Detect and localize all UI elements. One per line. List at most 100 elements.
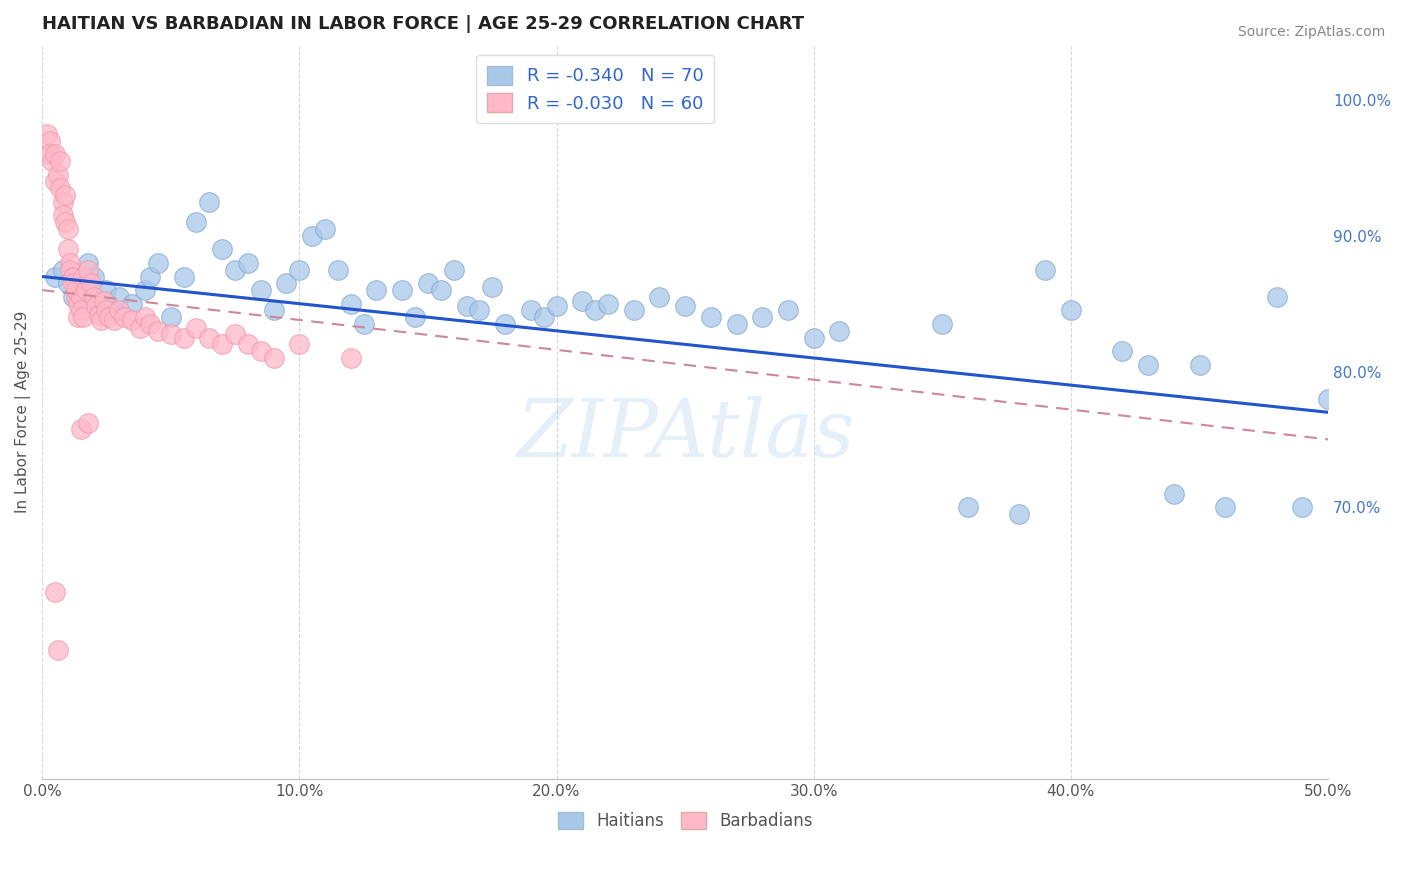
- Point: [173, 330, 195, 344]
- Point: [391, 283, 413, 297]
- Text: Source: ZipAtlas.com: Source: ZipAtlas.com: [1237, 25, 1385, 39]
- Point: [53, 188, 76, 202]
- Point: [108, 290, 131, 304]
- Point: [87, 296, 110, 310]
- Point: [211, 243, 233, 257]
- Point: [571, 293, 593, 308]
- Point: [77, 262, 100, 277]
- Point: [146, 256, 169, 270]
- Point: [139, 317, 162, 331]
- Point: [159, 326, 181, 341]
- Point: [80, 277, 103, 291]
- Point: [456, 299, 478, 313]
- Point: [67, 310, 90, 325]
- Point: [44, 269, 66, 284]
- Point: [1213, 500, 1236, 515]
- Point: [62, 290, 84, 304]
- Point: [46, 168, 69, 182]
- Point: [72, 269, 94, 284]
- Point: [673, 299, 696, 313]
- Point: [1008, 507, 1031, 521]
- Point: [90, 313, 112, 327]
- Point: [59, 256, 82, 270]
- Point: [93, 293, 115, 308]
- Point: [198, 330, 221, 344]
- Point: [276, 277, 298, 291]
- Y-axis label: In Labor Force | Age 25-29: In Labor Force | Age 25-29: [15, 311, 31, 514]
- Point: [533, 310, 555, 325]
- Point: [159, 310, 181, 325]
- Point: [139, 269, 162, 284]
- Point: [288, 262, 311, 277]
- Point: [53, 215, 76, 229]
- Point: [1317, 392, 1340, 406]
- Point: [1137, 358, 1160, 372]
- Point: [931, 317, 953, 331]
- Point: [77, 256, 100, 270]
- Point: [249, 283, 271, 297]
- Point: [623, 303, 645, 318]
- Point: [700, 310, 723, 325]
- Point: [69, 290, 91, 304]
- Point: [596, 296, 619, 310]
- Point: [776, 303, 799, 318]
- Point: [468, 303, 491, 318]
- Point: [65, 290, 87, 304]
- Point: [173, 269, 195, 284]
- Point: [288, 337, 311, 351]
- Point: [725, 317, 748, 331]
- Text: ZIPAtlas: ZIPAtlas: [516, 395, 855, 473]
- Point: [49, 154, 72, 169]
- Point: [83, 290, 105, 304]
- Point: [314, 222, 336, 236]
- Point: [128, 321, 150, 335]
- Point: [1265, 290, 1288, 304]
- Point: [134, 283, 156, 297]
- Point: [96, 303, 118, 318]
- Point: [103, 303, 125, 318]
- Point: [404, 310, 426, 325]
- Point: [121, 296, 143, 310]
- Point: [69, 290, 91, 304]
- Point: [211, 337, 233, 351]
- Point: [69, 303, 91, 318]
- Point: [1291, 500, 1313, 515]
- Point: [44, 147, 66, 161]
- Point: [69, 421, 91, 435]
- Point: [648, 290, 671, 304]
- Point: [198, 194, 221, 209]
- Point: [224, 262, 246, 277]
- Point: [103, 313, 125, 327]
- Point: [75, 283, 97, 297]
- Point: [46, 643, 69, 657]
- Point: [108, 303, 131, 318]
- Point: [98, 310, 121, 325]
- Point: [62, 277, 84, 291]
- Point: [236, 256, 259, 270]
- Point: [44, 174, 66, 188]
- Point: [339, 296, 361, 310]
- Point: [38, 134, 60, 148]
- Point: [1060, 303, 1083, 318]
- Legend: Haitians, Barbadians: Haitians, Barbadians: [551, 805, 820, 837]
- Point: [72, 310, 94, 325]
- Point: [583, 303, 606, 318]
- Point: [803, 330, 825, 344]
- Point: [186, 321, 208, 335]
- Point: [1163, 487, 1185, 501]
- Point: [59, 262, 82, 277]
- Point: [366, 283, 388, 297]
- Point: [263, 303, 285, 318]
- Point: [546, 299, 568, 313]
- Point: [77, 416, 100, 430]
- Point: [186, 215, 208, 229]
- Point: [429, 283, 451, 297]
- Point: [751, 310, 773, 325]
- Point: [52, 194, 75, 209]
- Point: [481, 280, 503, 294]
- Point: [37, 127, 59, 141]
- Point: [146, 324, 169, 338]
- Point: [52, 262, 75, 277]
- Point: [56, 243, 79, 257]
- Point: [249, 344, 271, 359]
